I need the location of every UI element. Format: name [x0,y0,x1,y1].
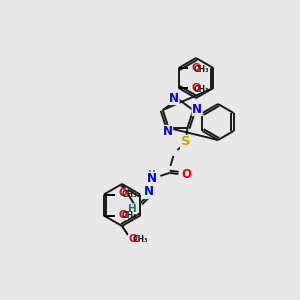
Text: O: O [182,168,191,182]
Text: O: O [191,83,200,93]
Text: S: S [181,135,190,148]
Text: O: O [118,209,127,220]
Text: H: H [148,170,155,179]
Text: N: N [146,172,156,185]
Text: CH₃: CH₃ [194,64,209,74]
Text: N: N [143,185,153,198]
Text: N: N [169,92,179,104]
Text: O: O [118,188,127,199]
Text: CH₃: CH₃ [194,85,209,94]
Text: O: O [191,63,200,73]
Text: CH₃: CH₃ [122,211,138,220]
Text: H: H [128,204,137,214]
Text: N: N [163,125,172,138]
Text: N: N [192,103,202,116]
Text: O: O [129,234,137,244]
Text: CH₃: CH₃ [122,190,138,199]
Text: CH₃: CH₃ [132,236,148,244]
